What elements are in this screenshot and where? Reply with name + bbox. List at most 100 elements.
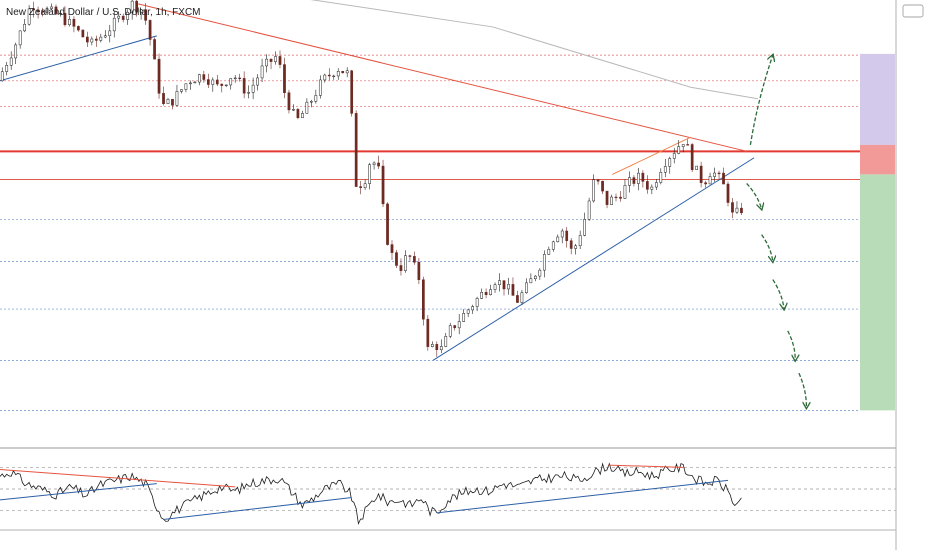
- candle-body: [36, 9, 40, 12]
- candle-body: [59, 12, 62, 15]
- candle-body: [45, 8, 49, 13]
- candle-body: [601, 180, 604, 192]
- candle-body: [448, 325, 452, 337]
- candle-body: [471, 306, 474, 311]
- candle-body: [41, 10, 44, 13]
- candle-body: [166, 98, 170, 104]
- candle-body: [735, 207, 739, 213]
- zones: [860, 53, 895, 411]
- candle-body: [377, 162, 380, 167]
- candle-body: [162, 93, 165, 104]
- forecast-arrow: [749, 55, 772, 146]
- trendline-upper-left: [0, 35, 157, 82]
- candle-body: [708, 176, 712, 185]
- candle-body: [381, 165, 385, 205]
- candle-body: [175, 91, 179, 106]
- candle-body: [386, 203, 389, 245]
- candle-body: [206, 79, 210, 85]
- candle-body: [493, 284, 497, 290]
- candle-body: [426, 318, 430, 347]
- candle-body: [395, 252, 398, 266]
- candle-body: [305, 101, 309, 114]
- candle-body: [229, 78, 233, 86]
- candle-body: [699, 165, 703, 183]
- candle-body: [610, 196, 613, 205]
- candle-body: [372, 162, 376, 165]
- candle-body: [677, 146, 681, 154]
- candle-body: [32, 8, 35, 11]
- candle-body: [430, 344, 434, 347]
- candle-body: [422, 279, 425, 320]
- candle-body: [646, 181, 649, 190]
- candle-body: [516, 295, 519, 303]
- candle-body: [457, 321, 461, 329]
- candle-body: [23, 23, 26, 32]
- candle-body: [592, 179, 595, 202]
- candle-body: [695, 165, 698, 170]
- candle-body: [233, 77, 237, 80]
- candle-body: [189, 82, 192, 85]
- candle-body: [681, 144, 685, 147]
- candle-body: [139, 9, 143, 13]
- candle-body: [99, 36, 103, 41]
- candle-body: [444, 336, 448, 347]
- candle-body: [466, 309, 470, 314]
- candle-body: [332, 75, 336, 78]
- candle-body: [108, 30, 112, 36]
- candle-body: [310, 101, 313, 103]
- candle-body: [507, 284, 510, 290]
- zone-rect: [860, 144, 895, 175]
- forecast-arrow: [798, 372, 806, 408]
- forecast-arrow: [772, 279, 784, 309]
- trendlines: [0, 0, 758, 361]
- candle-body: [587, 200, 591, 220]
- candle-body: [542, 254, 546, 271]
- candle-body: [713, 172, 716, 177]
- candle-body: [569, 240, 573, 249]
- osc-trendline: [164, 497, 351, 520]
- candle-body: [296, 109, 300, 118]
- candle-body: [462, 313, 466, 322]
- price-levels: [0, 54, 860, 411]
- candle-body: [690, 144, 694, 170]
- candle-body: [224, 84, 228, 87]
- candle-body: [672, 153, 676, 159]
- forecast-arrows: [746, 55, 807, 408]
- candle-body: [81, 29, 85, 38]
- candle-body: [126, 12, 130, 20]
- candle-body: [408, 255, 412, 257]
- candle-body: [498, 280, 501, 285]
- candle-body: [354, 113, 358, 187]
- candle-body: [144, 9, 147, 21]
- candle-body: [439, 346, 443, 351]
- candle-body: [565, 230, 569, 241]
- candle-body: [502, 280, 506, 290]
- candle-body: [54, 6, 58, 15]
- candle-body: [117, 15, 121, 19]
- candle-body: [614, 196, 618, 199]
- divergence-line: [612, 136, 691, 175]
- candle-body: [663, 166, 667, 173]
- candle-body: [72, 19, 76, 27]
- candle-body: [399, 265, 403, 271]
- candle-body: [605, 190, 609, 205]
- candle-body: [547, 249, 551, 255]
- candle-body: [314, 95, 318, 102]
- candle-body: [525, 282, 528, 293]
- candle-body: [560, 230, 564, 238]
- candle-body: [489, 289, 492, 295]
- candle-body: [359, 186, 362, 188]
- zone-rect: [860, 53, 895, 145]
- candle-body: [318, 79, 322, 96]
- candle-body: [350, 70, 354, 114]
- candle-body: [368, 164, 371, 184]
- candle-body: [484, 291, 488, 295]
- candle-body: [86, 36, 89, 43]
- candle-body: [717, 172, 721, 175]
- candle-body: [686, 144, 690, 146]
- currency-badge: [902, 4, 924, 18]
- zone-rect: [860, 174, 895, 411]
- candle-body: [27, 8, 31, 25]
